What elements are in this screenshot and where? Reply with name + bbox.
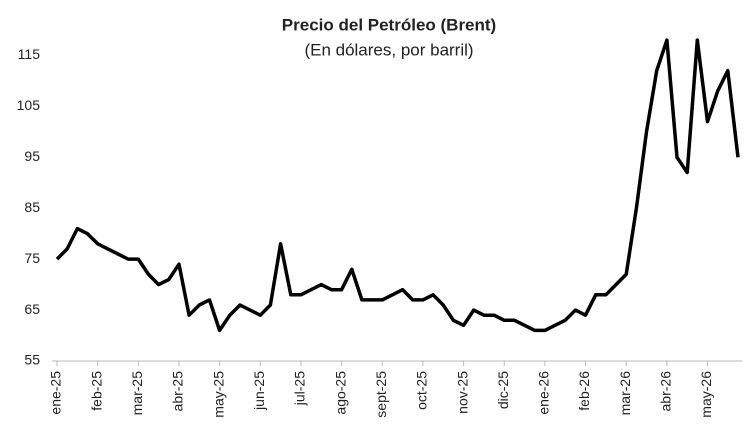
x-tick-label: ene-26 xyxy=(536,371,552,415)
line-series xyxy=(55,38,740,333)
y-tick-label: 85 xyxy=(24,199,40,215)
y-tick-label: 75 xyxy=(24,250,40,266)
y-tick-label: 65 xyxy=(24,301,40,317)
x-tick-label: jun-25 xyxy=(251,371,267,411)
chart-title: Precio del Petróleo (Brent) xyxy=(282,15,496,34)
x-tick-label: mar-25 xyxy=(129,371,145,416)
x-tick-label: ene-25 xyxy=(48,371,64,415)
x-tick-label: abr-26 xyxy=(658,371,674,412)
x-tick-label: may-25 xyxy=(210,371,226,418)
x-tick-label: abr-25 xyxy=(170,371,186,412)
x-tick-label: feb-25 xyxy=(88,371,104,411)
x-tick-label: oct-25 xyxy=(414,371,430,410)
x-tick-label: dic-25 xyxy=(495,371,511,409)
x-tick-label: mar-26 xyxy=(617,371,633,416)
y-tick-label: 105 xyxy=(17,97,41,113)
chart-subtitle: (En dólares, por barril) xyxy=(304,40,473,59)
x-tick-label: sept-25 xyxy=(373,371,389,418)
y-tick-label: 115 xyxy=(18,46,41,62)
x-tick-label: jul-25 xyxy=(292,371,308,406)
x-tick-label: may-26 xyxy=(698,371,714,418)
y-tick-label: 55 xyxy=(24,352,40,368)
x-tick-label: feb-26 xyxy=(576,371,592,411)
x-tick-label: ago-25 xyxy=(332,371,348,415)
x-tick-label: nov-25 xyxy=(454,371,470,414)
y-tick-label: 95 xyxy=(24,148,40,164)
